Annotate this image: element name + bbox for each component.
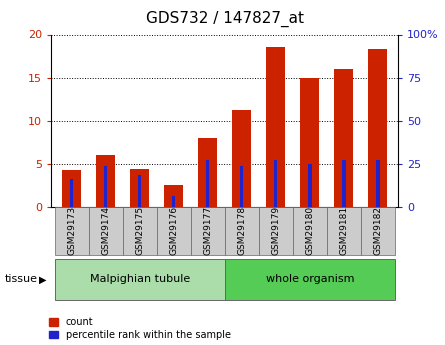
Bar (308, 164, 312, 207)
Bar (55, 207, 89, 255)
Bar (240, 166, 243, 207)
Text: GSM29179: GSM29179 (271, 206, 280, 255)
Text: Malpighian tubule: Malpighian tubule (89, 275, 190, 284)
Bar (70, 179, 73, 207)
Bar (172, 196, 175, 207)
Bar (300, 78, 319, 207)
Text: GSM29181: GSM29181 (340, 206, 348, 255)
Text: GSM29182: GSM29182 (373, 206, 382, 255)
Bar (191, 207, 225, 255)
Bar (62, 170, 81, 207)
Bar (206, 160, 210, 207)
Bar (225, 207, 259, 255)
Text: GSM29177: GSM29177 (203, 206, 212, 255)
Bar (225, 259, 395, 300)
Text: GSM29178: GSM29178 (237, 206, 246, 255)
Bar (274, 159, 278, 207)
Bar (89, 207, 123, 255)
Bar (198, 138, 217, 207)
Text: whole organism: whole organism (266, 275, 354, 284)
Text: GSM29176: GSM29176 (169, 206, 178, 255)
Bar (130, 169, 149, 207)
Text: GDS732 / 147827_at: GDS732 / 147827_at (146, 10, 304, 27)
Bar (361, 207, 395, 255)
Bar (327, 207, 361, 255)
Bar (157, 207, 191, 255)
Bar (259, 207, 293, 255)
Text: GSM29180: GSM29180 (305, 206, 314, 255)
Bar (267, 47, 285, 207)
Bar (335, 69, 353, 207)
Bar (104, 167, 107, 207)
Bar (232, 110, 251, 207)
Bar (123, 207, 157, 255)
Bar (96, 155, 115, 207)
Text: GSM29175: GSM29175 (135, 206, 144, 255)
Text: GSM29174: GSM29174 (101, 206, 110, 255)
Bar (376, 159, 380, 207)
Bar (138, 175, 142, 207)
Bar (164, 185, 183, 207)
Text: GSM29173: GSM29173 (67, 206, 76, 255)
Text: ▶: ▶ (39, 275, 46, 284)
Legend: count, percentile rank within the sample: count, percentile rank within the sample (49, 317, 231, 340)
Bar (342, 160, 345, 207)
Bar (293, 207, 327, 255)
Bar (55, 259, 225, 300)
Bar (368, 49, 387, 207)
Text: tissue: tissue (4, 275, 37, 284)
